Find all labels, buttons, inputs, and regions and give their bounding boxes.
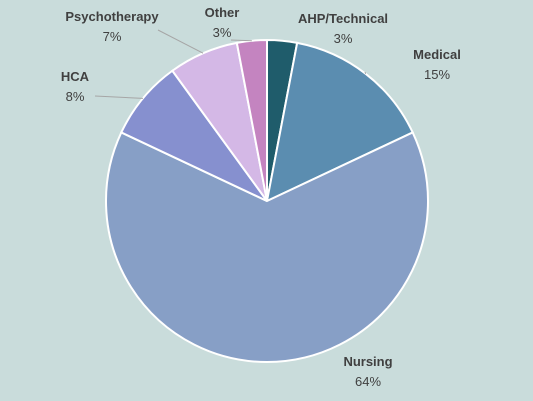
label-psychotherapy: Psychotherapy 7% — [65, 9, 159, 44]
slice-label-nursing: Nursing — [343, 354, 392, 369]
slice-label-psychotherapy: Psychotherapy — [65, 9, 159, 24]
slice-label-other: Other — [205, 5, 240, 20]
leader-lines — [94, 29, 367, 99]
slice-label-medical: Medical — [413, 47, 461, 62]
slice-percent-ahp-technical: 3% — [334, 31, 353, 46]
label-hca: HCA 8% — [61, 69, 90, 104]
label-nursing: Nursing 64% — [343, 354, 392, 389]
leader-line-hca — [94, 95, 143, 99]
pie-slice-nursing — [105, 131, 429, 364]
slice-label-ahp-technical: AHP/Technical — [298, 11, 388, 26]
slice-label-hca: HCA — [61, 69, 90, 84]
leader-line-other — [230, 39, 252, 42]
label-ahp-technical: AHP/Technical 3% — [298, 11, 388, 46]
pie-slice-medical — [265, 41, 415, 203]
label-medical: Medical 15% — [413, 47, 461, 82]
slice-percent-nursing: 64% — [355, 374, 381, 389]
pie-slices — [105, 38, 429, 364]
leader-line-psychotherapy — [157, 29, 204, 54]
label-other: Other 3% — [205, 5, 240, 40]
slice-percent-hca: 8% — [66, 89, 85, 104]
slice-percent-medical: 15% — [424, 67, 450, 82]
slice-percent-other: 3% — [213, 25, 232, 40]
leader-line-medical — [364, 71, 367, 74]
pie-slice-other — [235, 38, 268, 202]
slice-percent-psychotherapy: 7% — [103, 29, 122, 44]
